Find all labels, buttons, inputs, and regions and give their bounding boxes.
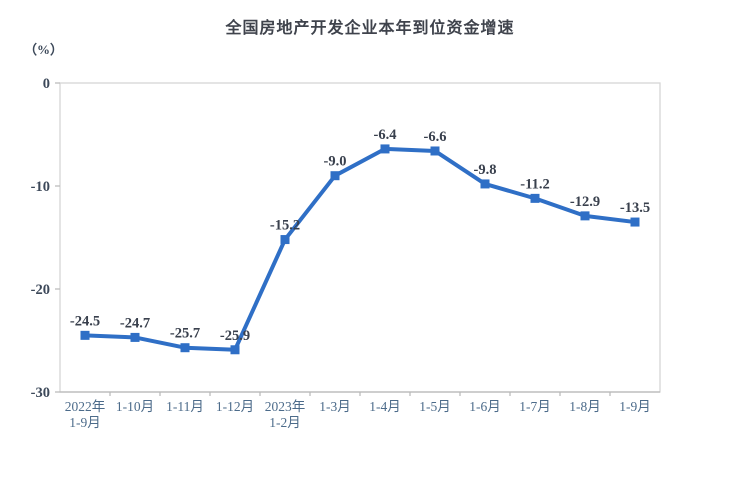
data-point-label: -11.2 — [520, 176, 549, 192]
x-tick-label: 1-5月 — [419, 399, 451, 414]
y-tick-label: -20 — [31, 282, 50, 298]
chart-title: 全国房地产开发企业本年到位资金增速 — [225, 20, 515, 37]
x-tick-label: 2022年 1-9月 — [65, 399, 106, 430]
plot-border — [59, 82, 661, 393]
x-tick-label: 1-3月 — [319, 399, 351, 414]
data-point-label: -13.5 — [620, 200, 650, 216]
data-point-marker — [630, 217, 640, 227]
x-tick-label: 1-8月 — [569, 399, 601, 414]
data-point-marker — [80, 330, 90, 340]
data-point-label: -24.5 — [70, 313, 100, 329]
data-point-label: -9.8 — [474, 162, 497, 178]
data-point-marker — [580, 211, 590, 221]
data-point-marker — [430, 146, 440, 156]
data-point-label: -25.7 — [170, 326, 200, 342]
data-point-marker — [230, 345, 240, 355]
x-tick-label: 1-6月 — [469, 399, 501, 414]
y-tick-label: -10 — [31, 179, 50, 195]
x-tick-label: 1-11月 — [166, 399, 204, 414]
data-point-label: -6.4 — [374, 127, 397, 143]
data-point-label: -24.7 — [120, 315, 150, 331]
data-point-marker — [380, 144, 390, 154]
y-tick-label: -30 — [31, 385, 50, 401]
data-point-label: -12.9 — [570, 194, 600, 210]
x-tick-label: 1-4月 — [369, 399, 401, 414]
data-point-label: -9.0 — [324, 154, 347, 170]
x-tick-label: 1-9月 — [619, 399, 651, 414]
series-line — [83, 146, 637, 352]
y-tick-label: 0 — [43, 76, 50, 92]
data-point-marker — [530, 193, 540, 203]
data-point-label: -15.2 — [270, 218, 300, 234]
x-tick-label: 1-12月 — [216, 399, 254, 414]
data-point-label: -25.9 — [220, 328, 250, 344]
x-tick-label: 1-10月 — [116, 399, 154, 414]
x-tick-label: 1-7月 — [519, 399, 551, 414]
data-point-marker — [180, 343, 190, 353]
data-point-marker — [280, 235, 290, 245]
x-tick-label: 2023年 1-2月 — [265, 399, 306, 430]
y-axis-unit-label: （%） — [24, 42, 64, 57]
data-point-marker — [130, 332, 140, 342]
data-point-marker — [330, 171, 340, 181]
data-point-marker — [480, 179, 490, 189]
data-point-label: -6.6 — [424, 129, 447, 145]
